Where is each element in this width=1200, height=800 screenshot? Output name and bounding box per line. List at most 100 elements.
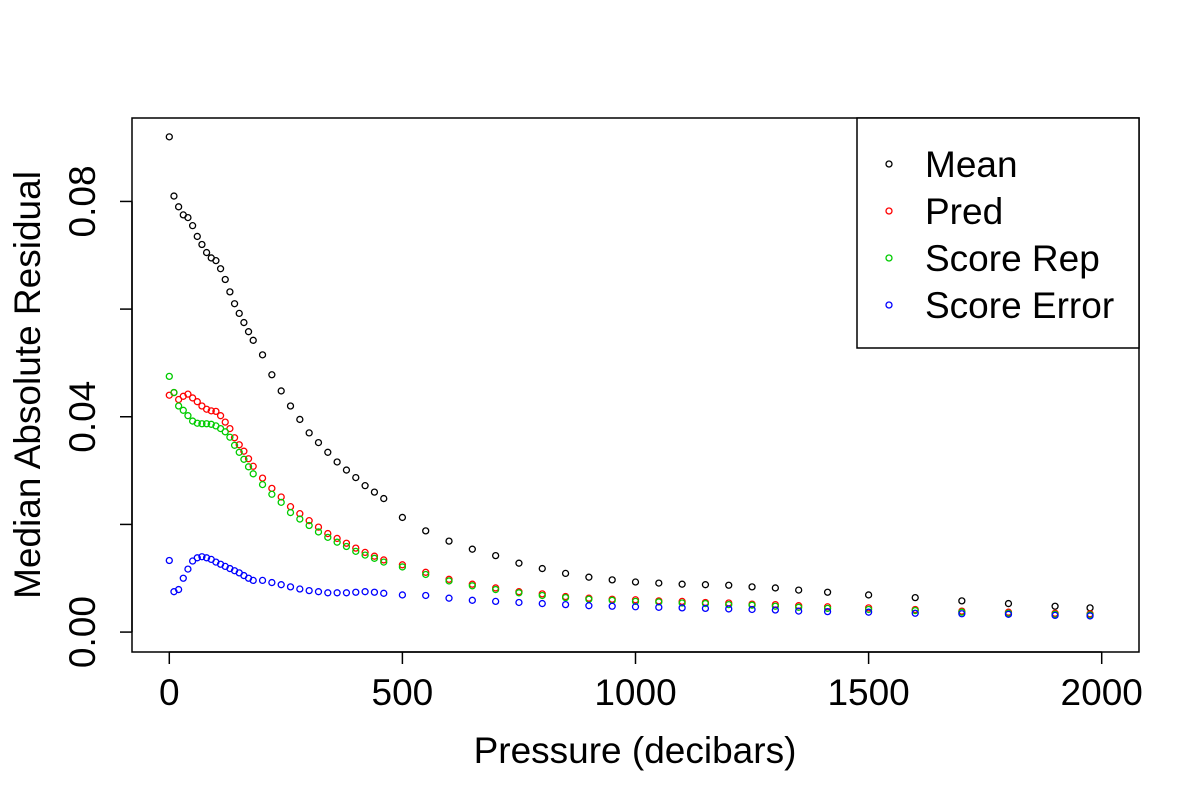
data-point <box>422 591 430 600</box>
data-point <box>333 458 341 466</box>
x-axis: 0 500 1000 1500 2000 <box>159 651 1143 713</box>
data-point <box>445 577 453 585</box>
data-point <box>296 415 304 424</box>
data-point <box>352 547 360 555</box>
data-point <box>226 433 234 441</box>
data-point <box>324 589 332 597</box>
data-point <box>631 603 640 611</box>
x-axis-title: Pressure (decibars) <box>474 730 797 771</box>
data-point <box>422 527 430 535</box>
data-point <box>823 588 832 596</box>
data-point <box>678 580 686 588</box>
data-point <box>258 351 267 359</box>
data-point <box>771 602 780 610</box>
data-point <box>515 589 523 597</box>
data-point <box>445 537 453 545</box>
legend-marker <box>885 301 893 309</box>
data-point <box>193 554 201 562</box>
data-point <box>958 610 966 618</box>
data-point <box>380 558 388 566</box>
data-point <box>561 600 570 609</box>
data-point <box>198 420 206 428</box>
data-point <box>1086 612 1094 620</box>
legend-label: Score Error <box>925 285 1114 326</box>
y-axis: 0.00 0.04 0.08 <box>62 165 133 668</box>
data-point <box>165 133 173 141</box>
series-mean <box>165 133 1094 612</box>
data-point <box>352 473 360 482</box>
data-point <box>188 394 197 402</box>
data-point <box>748 605 756 614</box>
data-point <box>398 513 407 522</box>
data-point <box>249 576 257 585</box>
data-point <box>235 441 243 449</box>
data-point <box>958 597 966 605</box>
data-point <box>422 568 430 576</box>
data-point <box>864 591 873 599</box>
x-tick-label: 1000 <box>594 672 676 713</box>
data-point <box>249 470 257 478</box>
data-point <box>244 463 253 471</box>
data-point <box>184 390 192 398</box>
data-point <box>380 556 388 564</box>
data-point <box>655 579 663 587</box>
data-point <box>911 609 919 617</box>
data-point <box>207 420 215 428</box>
data-point <box>286 402 295 410</box>
data-point <box>202 554 211 562</box>
data-point <box>305 429 313 437</box>
data-point <box>422 570 430 579</box>
data-point <box>305 586 313 595</box>
x-tick-label: 500 <box>372 672 434 713</box>
data-point <box>286 508 295 517</box>
data-point <box>212 407 220 416</box>
data-point <box>538 564 546 573</box>
x-tick-label: 1500 <box>827 672 909 713</box>
data-point <box>678 604 686 612</box>
data-point <box>1051 602 1059 610</box>
data-point <box>1051 611 1059 620</box>
data-point <box>701 581 710 589</box>
x-tick-label: 2000 <box>1061 672 1143 713</box>
data-point <box>370 554 379 562</box>
data-point <box>179 574 187 582</box>
data-point <box>324 533 332 541</box>
data-point <box>170 388 178 397</box>
data-point <box>361 588 369 596</box>
data-point <box>864 605 873 614</box>
data-point <box>361 548 369 557</box>
data-point <box>244 455 253 463</box>
data-point <box>361 551 369 559</box>
data-point <box>277 387 285 395</box>
data-point <box>165 372 173 381</box>
data-point <box>608 602 616 610</box>
data-point <box>342 589 351 597</box>
data-point <box>314 588 323 596</box>
data-point <box>240 447 248 455</box>
data-point <box>380 494 388 503</box>
data-point <box>911 606 919 615</box>
data-point <box>725 600 733 609</box>
legend-marker <box>885 207 893 215</box>
data-point <box>240 455 248 463</box>
y-tick-label: 0.04 <box>62 381 103 453</box>
data-point <box>258 480 267 489</box>
legend-marker <box>885 160 893 168</box>
data-point <box>795 603 803 611</box>
data-point <box>230 441 239 449</box>
legend-label: Mean <box>925 144 1018 185</box>
data-point <box>268 371 276 379</box>
data-point <box>184 565 192 573</box>
data-point <box>244 328 253 336</box>
data-point <box>342 539 351 547</box>
legend-item: Pred <box>885 191 1003 232</box>
data-point <box>398 591 407 599</box>
data-point <box>235 309 243 318</box>
data-point <box>296 515 304 523</box>
series-layer <box>165 133 1094 620</box>
data-point <box>202 405 211 413</box>
data-point <box>445 594 453 602</box>
data-point <box>235 448 243 456</box>
legend-item: Score Error <box>885 285 1114 326</box>
data-point <box>249 336 257 344</box>
